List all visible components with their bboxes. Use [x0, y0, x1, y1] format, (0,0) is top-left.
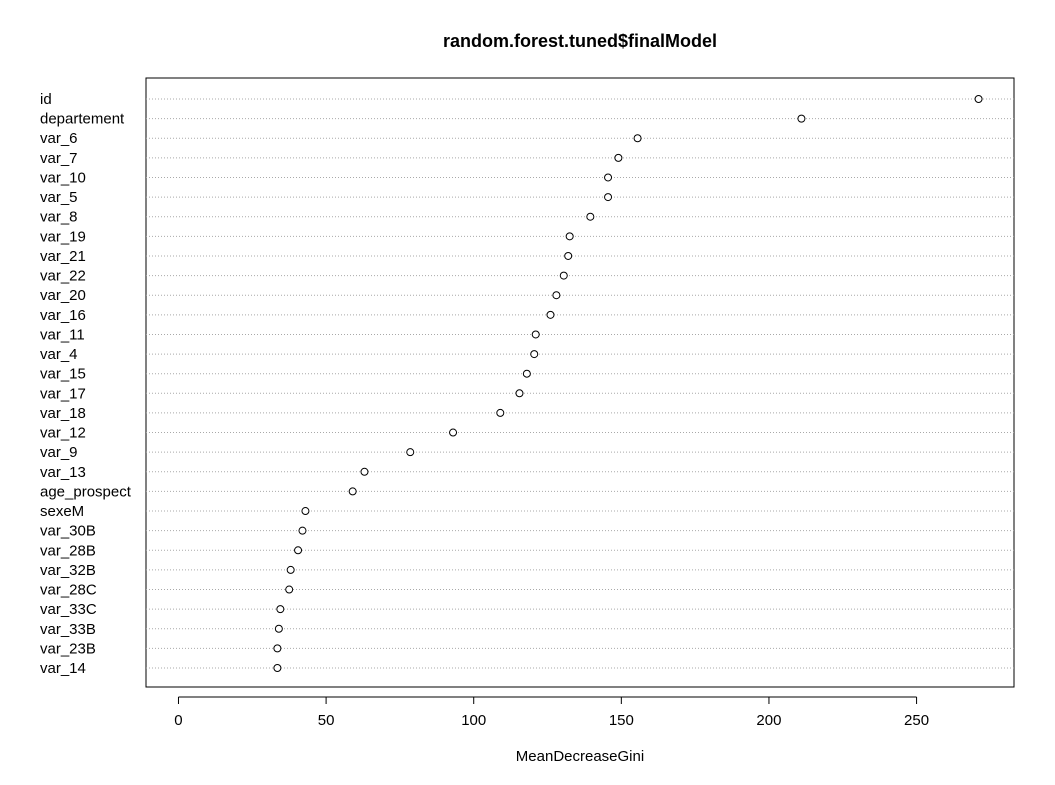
- category-label: var_8: [40, 209, 78, 226]
- data-points: [273, 95, 983, 672]
- category-label: var_32B: [40, 562, 96, 579]
- data-point: [273, 644, 282, 653]
- category-label: var_12: [40, 425, 86, 442]
- data-point: [360, 467, 369, 476]
- data-point: [974, 95, 983, 103]
- category-label: var_21: [40, 248, 86, 265]
- category-label: var_11: [40, 326, 85, 343]
- category-label: var_7: [40, 150, 78, 167]
- x-axis-label: MeanDecreaseGini: [516, 748, 644, 765]
- data-point: [515, 389, 524, 398]
- category-label: var_23B: [40, 640, 96, 657]
- category-label: var_20: [40, 287, 86, 304]
- data-point: [586, 212, 595, 221]
- category-label: var_10: [40, 169, 86, 186]
- plot-frame: [145, 77, 1015, 688]
- category-label: var_6: [40, 130, 78, 147]
- category-label: var_19: [40, 228, 86, 245]
- category-label: var_4: [40, 346, 78, 363]
- x-tick-label: 150: [609, 712, 634, 729]
- data-point: [564, 251, 573, 260]
- chart-title: random.forest.tuned$finalModel: [443, 31, 717, 51]
- category-label: var_5: [40, 189, 78, 206]
- x-tick-label: 100: [461, 712, 486, 729]
- category-label: var_15: [40, 366, 86, 383]
- data-point: [559, 271, 568, 280]
- data-point: [797, 114, 806, 123]
- data-point: [531, 330, 540, 339]
- data-point: [276, 605, 285, 614]
- data-point: [286, 565, 295, 574]
- data-point: [274, 624, 283, 633]
- data-point: [530, 350, 539, 359]
- category-label: departement: [40, 111, 125, 128]
- data-point: [285, 585, 294, 594]
- data-point: [614, 153, 623, 162]
- data-point: [294, 546, 303, 555]
- data-point: [522, 369, 531, 378]
- category-label: var_28B: [40, 542, 96, 559]
- data-point: [406, 448, 415, 457]
- category-labels: id departement var_6 var_7 var_10 var_5 var_8v…: [40, 91, 132, 677]
- grid-lines: [146, 98, 1014, 669]
- category-label: var_28C: [40, 582, 97, 599]
- data-point: [552, 291, 561, 300]
- data-point: [348, 487, 357, 496]
- data-point: [565, 232, 574, 241]
- data-point: [633, 134, 642, 143]
- data-point: [496, 408, 505, 417]
- category-label: var_33B: [40, 621, 96, 638]
- x-tick-label: 200: [756, 712, 781, 729]
- category-label: id: [40, 91, 52, 108]
- category-label: var_13: [40, 464, 86, 481]
- category-label: var_30B: [40, 523, 96, 540]
- data-point: [449, 428, 458, 437]
- category-label: var_14: [40, 660, 86, 677]
- category-label: sexeM: [40, 503, 84, 520]
- x-tick-label: 50: [318, 712, 335, 729]
- category-label: var_9: [40, 444, 78, 461]
- data-point: [546, 310, 555, 319]
- category-label: var_17: [40, 385, 86, 402]
- category-label: var_16: [40, 307, 86, 324]
- category-label: var_33C: [40, 601, 97, 618]
- data-point: [301, 507, 310, 516]
- category-label: age_prospect: [40, 483, 132, 500]
- x-tick-label: 250: [904, 712, 929, 729]
- category-label: var_18: [40, 405, 86, 422]
- data-point: [604, 193, 613, 202]
- x-axis: 0 50 100 150 200 250: [174, 696, 929, 729]
- data-point: [273, 664, 282, 672]
- category-label: var_22: [40, 268, 86, 285]
- x-tick-label: 0: [174, 712, 182, 729]
- data-point: [604, 173, 613, 182]
- data-point: [298, 526, 307, 535]
